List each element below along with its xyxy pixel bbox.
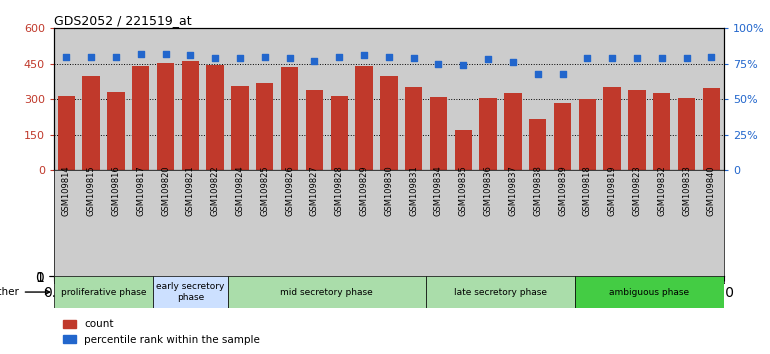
Text: GDS2052 / 221519_at: GDS2052 / 221519_at	[54, 14, 192, 27]
Point	[557, 71, 569, 76]
Point	[209, 55, 221, 61]
Bar	[228, 276, 426, 308]
Bar	[653, 93, 671, 170]
Point	[259, 54, 271, 59]
Bar	[575, 276, 724, 308]
Point	[283, 55, 296, 61]
Bar	[54, 276, 153, 308]
Bar	[480, 98, 497, 170]
Bar	[132, 66, 149, 170]
Point	[507, 59, 519, 65]
Point	[308, 58, 320, 64]
Bar	[579, 99, 596, 170]
Bar	[426, 276, 575, 308]
Point	[407, 55, 420, 61]
Bar	[628, 90, 645, 170]
Bar	[454, 130, 472, 170]
Bar	[107, 92, 125, 170]
Point	[60, 54, 72, 59]
Bar	[430, 97, 447, 170]
Bar	[405, 87, 422, 170]
Point	[110, 54, 122, 59]
Bar	[231, 86, 249, 170]
Point	[531, 71, 544, 76]
Text: ambiguous phase: ambiguous phase	[609, 287, 689, 297]
Bar	[554, 103, 571, 170]
Point	[482, 57, 494, 62]
Bar	[206, 65, 224, 170]
Text: early secretory
phase: early secretory phase	[156, 282, 225, 302]
Bar	[256, 82, 273, 170]
Text: mid secretory phase: mid secretory phase	[280, 287, 373, 297]
Bar	[281, 67, 298, 170]
Bar	[703, 88, 720, 170]
Bar	[504, 93, 521, 170]
Bar	[182, 61, 199, 170]
Point	[457, 62, 470, 68]
Bar	[58, 96, 75, 170]
Point	[383, 54, 395, 59]
Point	[581, 55, 594, 61]
Point	[159, 51, 172, 57]
Text: other: other	[0, 287, 49, 297]
Point	[333, 54, 346, 59]
Point	[681, 55, 693, 61]
Text: proliferative phase: proliferative phase	[61, 287, 146, 297]
Bar	[355, 66, 373, 170]
Point	[85, 54, 97, 59]
Point	[432, 61, 444, 67]
Bar	[82, 75, 100, 170]
Bar	[529, 119, 547, 170]
Bar	[306, 90, 323, 170]
Point	[234, 55, 246, 61]
Point	[655, 55, 668, 61]
Legend: count, percentile rank within the sample: count, percentile rank within the sample	[59, 315, 264, 349]
Bar	[157, 63, 174, 170]
Point	[135, 51, 147, 57]
Point	[631, 55, 643, 61]
Text: late secretory phase: late secretory phase	[454, 287, 547, 297]
Point	[705, 54, 718, 59]
Point	[184, 52, 196, 58]
Bar	[380, 75, 397, 170]
Bar	[330, 96, 348, 170]
Bar	[678, 98, 695, 170]
Bar	[153, 276, 228, 308]
Bar	[604, 87, 621, 170]
Point	[358, 52, 370, 58]
Point	[606, 55, 618, 61]
